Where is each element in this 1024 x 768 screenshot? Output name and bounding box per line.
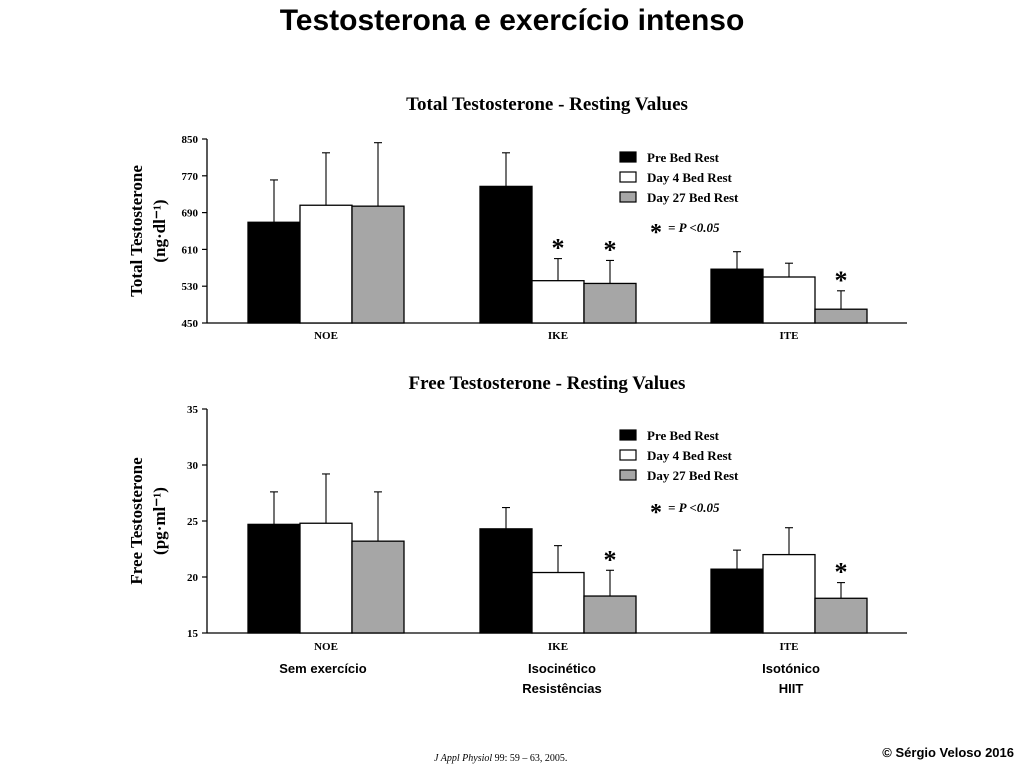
- chart2-bar-noe-day27: [351, 540, 405, 634]
- chart2-ytick-label: 25: [187, 516, 199, 528]
- chart1-category-label-ite: ITE: [780, 330, 799, 342]
- chart2-legend-swatch-pre: [619, 429, 637, 441]
- chart1-ytick-label: 450: [182, 318, 199, 330]
- citation-details: 99: 59 – 63, 2005.: [492, 753, 568, 764]
- chart1-bar-noe-day27: [351, 205, 405, 324]
- citation: J Appl Physiol 99: 59 – 63, 2005.: [434, 753, 567, 764]
- chart1-bar-ike-day27: [583, 282, 637, 324]
- chart2-bar-ite-day27: [814, 597, 868, 634]
- chart2-bar-noe-day4: [299, 522, 353, 634]
- chart2-legend-label-pre: Pre Bed Rest: [647, 428, 720, 443]
- group-desc-ike-line1: Isocinético: [528, 661, 596, 676]
- chart1-legend-swatch-pre: [619, 151, 637, 163]
- chart1-legend-label-day4: Day 4 Bed Rest: [647, 170, 733, 185]
- chart2-legend-swatch-day27: [619, 469, 637, 481]
- chart1-bar-ike-pre: [479, 185, 533, 324]
- group-desc-noe-line1: Sem exercício: [279, 661, 367, 676]
- chart1-significance-star: *: [604, 235, 617, 264]
- chart1-significance-star: *: [552, 234, 565, 263]
- chart1-bar-noe-pre: [247, 221, 301, 324]
- chart2-ytick-label: 20: [187, 572, 199, 584]
- chart2-significance-star: *: [604, 545, 617, 574]
- group-desc-ike-line2: Resistências: [522, 681, 602, 696]
- chart2-bar-ike-day4: [531, 571, 585, 634]
- chart2-legend-swatch-day4: [619, 449, 637, 461]
- chart2-bar-ike-pre: [479, 528, 533, 634]
- group-desc-ite-line2: HIIT: [778, 681, 804, 696]
- chart2-category-label-ite: ITE: [780, 641, 799, 653]
- chart2-category-label-ike: IKE: [548, 641, 568, 653]
- chart2-ytick-label: 30: [187, 460, 199, 472]
- chart2-significance-star: *: [835, 558, 848, 587]
- chart2-ylabel-unit: (pg·ml⁻¹): [150, 487, 169, 555]
- chart1-significance-note: = P <0.05: [668, 220, 720, 235]
- chart1-significance-star: *: [835, 266, 848, 295]
- chart1-category-label-noe: NOE: [314, 330, 338, 342]
- group-desc-ite-line1: Isotónico: [762, 661, 820, 676]
- chart1-legend-label-day27: Day 27 Bed Rest: [647, 190, 739, 205]
- chart2-bar-noe-pre: [247, 523, 301, 634]
- copyright: © Sérgio Veloso 2016: [882, 745, 1014, 760]
- chart1-ylabel: Total Testosterone: [127, 165, 146, 297]
- chart2-title: Free Testosterone - Resting Values: [409, 373, 686, 394]
- chart1-bar-ite-pre: [710, 268, 764, 324]
- chart1-ytick-label: 530: [182, 281, 199, 293]
- chart1-ytick-label: 610: [182, 244, 199, 256]
- chart1-bar-ike-day4: [531, 280, 585, 324]
- chart2-legend-label-day27: Day 27 Bed Rest: [647, 468, 739, 483]
- chart2-legend-label-day4: Day 4 Bed Rest: [647, 448, 733, 463]
- chart1-ylabel-unit: (ng·dl⁻¹): [150, 199, 169, 262]
- chart1-bar-ite-day4: [762, 276, 816, 324]
- chart2-ytick-label: 35: [187, 404, 199, 416]
- chart1-significance-note-star: *: [650, 220, 662, 246]
- chart1-bar-ite-day27: [814, 308, 868, 324]
- chart1-legend-swatch-day27: [619, 191, 637, 203]
- chart2-bar-ite-day4: [762, 553, 816, 634]
- chart1-legend-swatch-day4: [619, 171, 637, 183]
- chart2-bar-ike-day27: [583, 595, 637, 634]
- chart1-ytick-label: 770: [182, 171, 199, 183]
- chart1-category-label-ike: IKE: [548, 330, 568, 342]
- chart2-significance-note: = P <0.05: [668, 500, 720, 515]
- chart1-ytick-label: 850: [182, 134, 199, 146]
- chart1-bar-noe-day4: [299, 204, 353, 324]
- slide-title: Testosterona e exercício intenso: [279, 4, 745, 37]
- chart2-bar-ite-pre: [710, 568, 764, 634]
- chart2-category-label-noe: NOE: [314, 641, 338, 653]
- chart2-ytick-label: 15: [187, 628, 199, 640]
- chart1-ytick-label: 690: [182, 208, 199, 220]
- chart1-legend-label-pre: Pre Bed Rest: [647, 150, 720, 165]
- chart2-significance-note-star: *: [650, 500, 662, 526]
- citation-journal: J Appl Physiol: [434, 753, 493, 764]
- chart2-ylabel: Free Testosterone: [127, 457, 146, 585]
- chart1-title: Total Testosterone - Resting Values: [406, 94, 688, 115]
